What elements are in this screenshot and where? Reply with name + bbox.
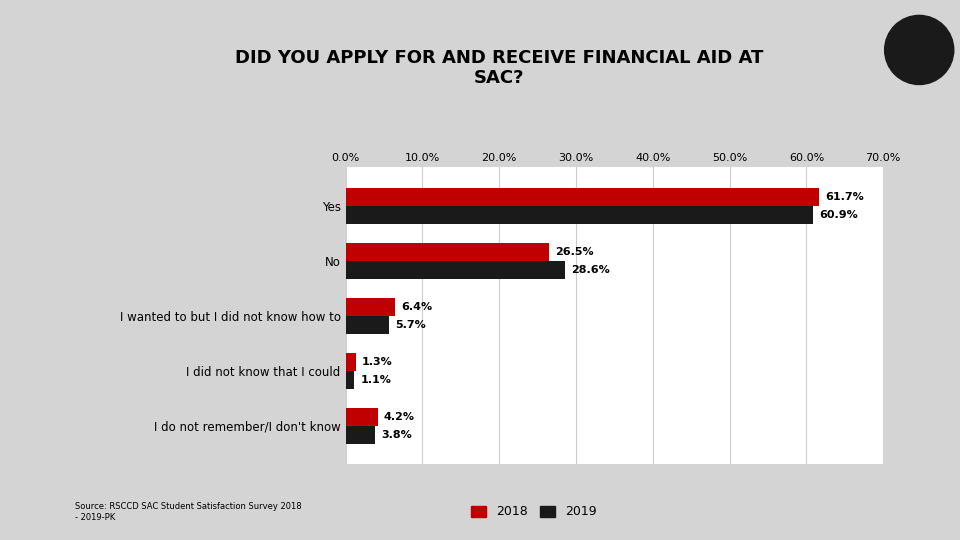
Bar [346, 316, 390, 334]
Text: 61.7%: 61.7% [826, 192, 864, 202]
Text: 60.9%: 60.9% [820, 210, 858, 220]
Bar [346, 426, 374, 443]
Text: 4.2%: 4.2% [384, 412, 415, 422]
Circle shape [885, 16, 953, 84]
Text: 5.7%: 5.7% [396, 320, 426, 330]
Legend: 2018, 2019: 2018, 2019 [466, 501, 602, 523]
Bar [346, 206, 813, 224]
Bar [346, 353, 355, 371]
Text: 28.6%: 28.6% [571, 265, 611, 275]
Text: 6.4%: 6.4% [401, 302, 432, 312]
Bar [346, 371, 354, 388]
Bar [346, 298, 395, 316]
Text: 1.1%: 1.1% [360, 375, 391, 384]
Bar [346, 244, 549, 261]
Text: 21: 21 [909, 43, 929, 57]
Text: 1.3%: 1.3% [362, 357, 393, 367]
Bar [346, 188, 820, 206]
Text: DID YOU APPLY FOR AND RECEIVE FINANCIAL AID AT
SAC?: DID YOU APPLY FOR AND RECEIVE FINANCIAL … [235, 49, 763, 87]
Bar [346, 408, 378, 426]
Text: 3.8%: 3.8% [381, 430, 412, 440]
Text: 26.5%: 26.5% [555, 247, 594, 257]
Bar [346, 261, 565, 279]
Text: Source: RSCCD SAC Student Satisfaction Survey 2018
- 2019-PK: Source: RSCCD SAC Student Satisfaction S… [75, 502, 301, 522]
